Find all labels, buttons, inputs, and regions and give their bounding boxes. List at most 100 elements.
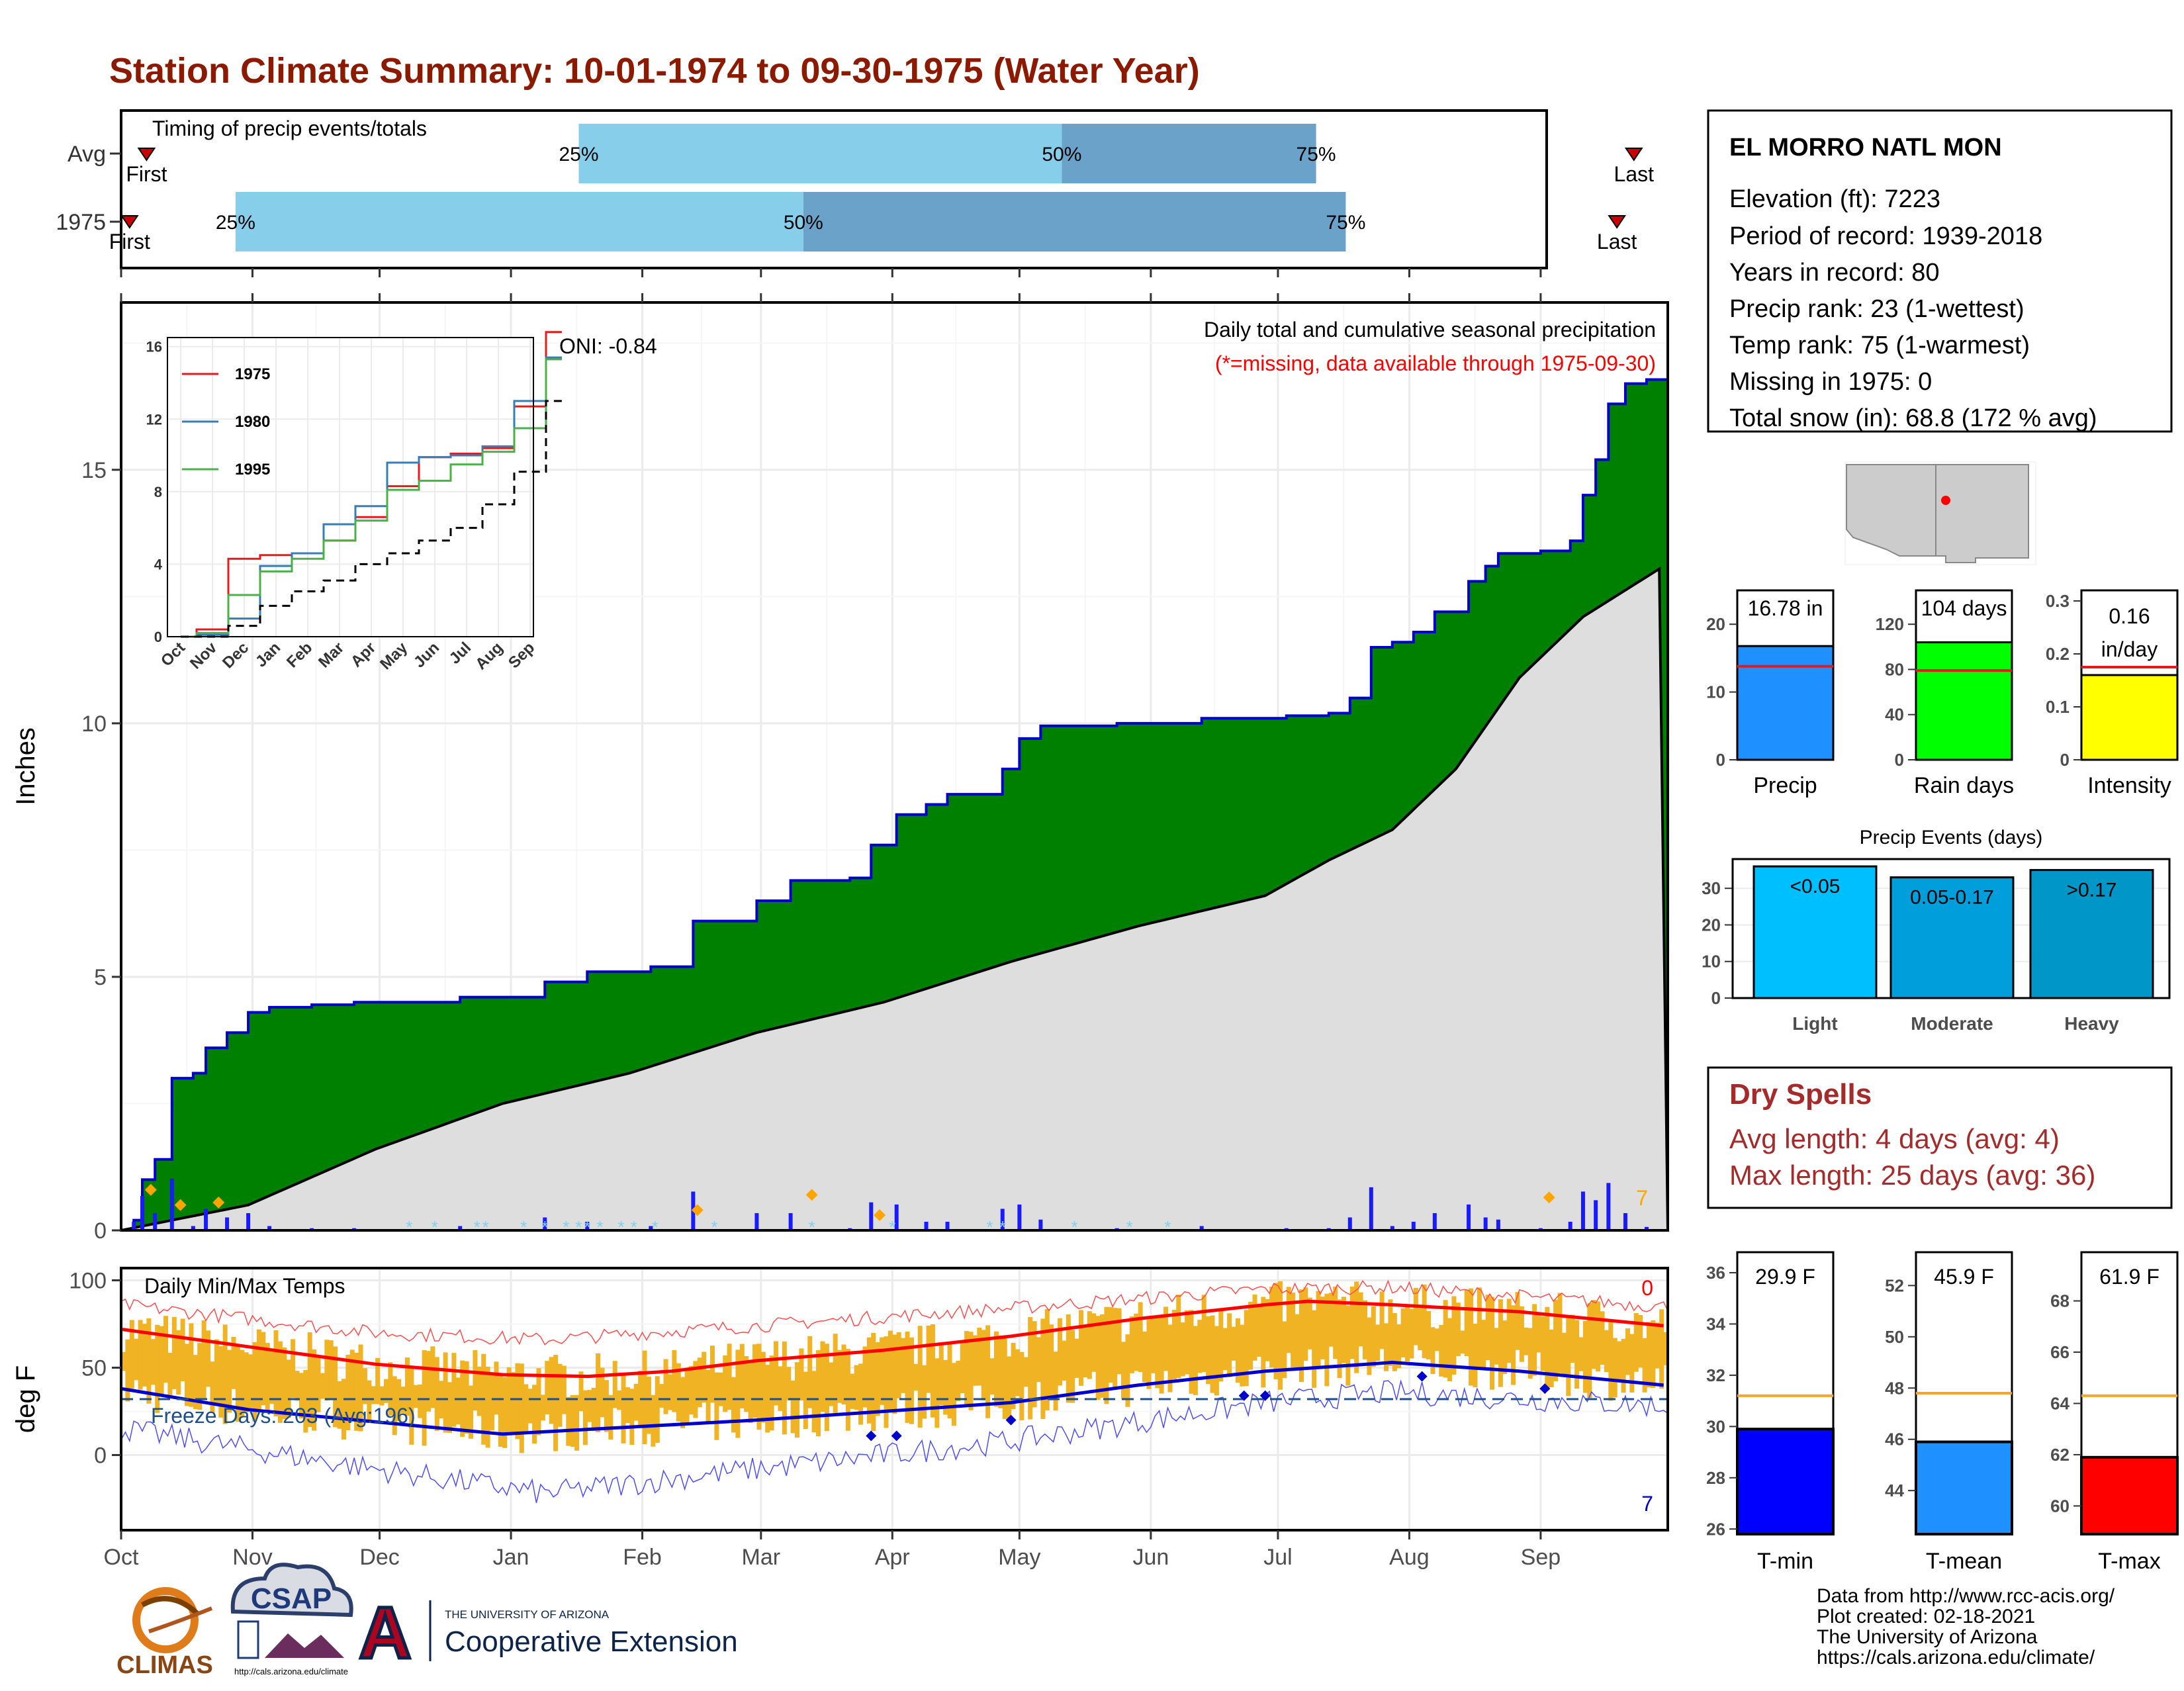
temp-ylabel: deg F <box>11 1365 40 1433</box>
daily-temp-bar <box>909 1337 914 1424</box>
daily-temp-bar <box>1277 1281 1283 1390</box>
daily-temp-bar <box>578 1371 584 1412</box>
daily-temp-bar <box>422 1350 427 1446</box>
daily-temp-bar <box>1396 1324 1402 1369</box>
events-xlabel: Moderate <box>1911 1013 1993 1034</box>
record-min-line <box>120 1379 1668 1503</box>
timing-label-q50: 50% <box>1042 144 1081 165</box>
record-min-marker <box>1005 1414 1017 1426</box>
summary-ytick-label: 0.3 <box>2046 591 2070 611</box>
daily-temp-bar <box>1617 1341 1622 1381</box>
daily-temp-bar <box>1193 1326 1198 1395</box>
timing-heading: Timing of precip events/totals <box>152 116 427 140</box>
daily-temp-bar <box>515 1363 520 1440</box>
daily-temp-bar <box>1481 1320 1486 1368</box>
record-min-marker <box>1238 1390 1250 1401</box>
daily-temp-bar <box>320 1373 325 1399</box>
snow-marker: * <box>406 1217 412 1237</box>
daily-temp-bar <box>371 1386 376 1404</box>
daily-temp-bar <box>880 1337 885 1405</box>
daily-temp-bar <box>298 1373 304 1419</box>
snow-marker: * <box>575 1217 582 1237</box>
precip-summary-charts: 16.78 in 0 10 20 Precip 104 days 0 40 80 120 Rain … <box>1706 589 2179 798</box>
heavy-event-marker <box>212 1196 225 1209</box>
daily-temp-bar <box>731 1377 736 1433</box>
daily-precip-bar <box>754 1212 759 1230</box>
daily-temp-bar <box>1023 1357 1028 1387</box>
daily-precip-bar <box>788 1212 793 1230</box>
inset-line-1975 <box>181 331 562 638</box>
events-bar-range: >0.17 <box>2067 880 2117 901</box>
daily-temp-bar <box>752 1344 758 1418</box>
summary-ytick-label: 20 <box>1706 614 1725 634</box>
daily-temp-bar <box>418 1384 423 1418</box>
temp-summary-xlabel: T-mean <box>1926 1549 2002 1574</box>
temp-summary-xlabel: T-max <box>2098 1549 2160 1574</box>
daily-temp-bar <box>1083 1326 1088 1378</box>
temp-summary-bar-T-max <box>2080 1455 2179 1535</box>
daily-temp-bar <box>557 1363 563 1427</box>
daily-temp-bar <box>1363 1300 1368 1359</box>
daily-temp-bar <box>1185 1310 1190 1375</box>
daily-temp-bar <box>1197 1320 1203 1373</box>
daily-temp-bar <box>494 1361 499 1415</box>
snow-marker: * <box>1164 1217 1171 1237</box>
daily-temp-bar <box>1621 1339 1626 1393</box>
daily-temp-bar <box>735 1349 741 1438</box>
daily-temp-bar <box>587 1390 592 1422</box>
daily-temp-bar <box>1582 1320 1588 1393</box>
inset-average-line <box>181 400 562 638</box>
temp-summary-ytick-label: 62 <box>2050 1445 2070 1465</box>
daily-temp-bar <box>744 1356 749 1412</box>
daily-temp-bar <box>633 1383 639 1421</box>
daily-temp-bar <box>1418 1308 1423 1351</box>
daily-temp-bar <box>676 1363 681 1422</box>
snow-marker: * <box>1071 1217 1078 1237</box>
snow-marker: * <box>617 1217 624 1237</box>
month-label: Jun <box>1132 1545 1169 1570</box>
precip-ytick-label: 15 <box>81 458 107 483</box>
inset-ytick-label: 4 <box>154 556 163 572</box>
events-ytick-label: 0 <box>1711 988 1721 1008</box>
daily-temp-bar <box>291 1339 296 1398</box>
daily-precip-bar <box>191 1226 195 1230</box>
daily-precip-bar <box>1623 1212 1627 1230</box>
daily-precip-bar <box>543 1217 547 1230</box>
daily-temp-bar <box>502 1377 508 1448</box>
timing-bar-q50-q75 <box>1062 124 1316 183</box>
daily-temp-bar <box>1146 1319 1152 1389</box>
temp-lines <box>120 1279 1668 1503</box>
summary-ytick-label: 0.2 <box>2046 644 2070 664</box>
avg-min-line <box>120 1361 1664 1436</box>
timing-bar-q50-q75 <box>803 192 1346 251</box>
daily-temp-bar <box>1400 1308 1406 1357</box>
summary-value-unit: in/day <box>2101 637 2158 661</box>
daily-temp-bar <box>333 1346 338 1428</box>
daily-temp-bar <box>409 1367 414 1445</box>
timing-label-q25: 25% <box>559 144 598 165</box>
daily-temp-bar <box>316 1357 321 1412</box>
snow-marker: * <box>541 1217 548 1237</box>
heavy-event-marker <box>144 1183 157 1196</box>
daily-temp-bar <box>608 1394 614 1440</box>
daily-temp-bar <box>790 1380 796 1434</box>
daily-temp-bar <box>688 1365 694 1415</box>
daily-temp-bar <box>1638 1314 1643 1368</box>
daily-temp-bar <box>824 1344 829 1432</box>
daily-temp-bar <box>951 1363 956 1426</box>
daily-precip-bar <box>1483 1217 1488 1230</box>
snow-marker: * <box>986 1217 993 1237</box>
inset-ytick-label: 0 <box>154 629 162 645</box>
daily-temp-bar <box>917 1326 923 1428</box>
daily-temp-bar <box>617 1390 622 1410</box>
daily-temp-bar <box>875 1342 880 1416</box>
daily-precip-bar <box>458 1226 463 1230</box>
summary-bar-Precip <box>1736 645 1835 761</box>
daily-precip-bar <box>1199 1226 1204 1230</box>
daily-temp-bar <box>1540 1316 1545 1371</box>
month-axis: Oct Nov Dec Jan Feb Mar Apr May Jun Jul Aug Sep <box>104 268 1561 1570</box>
temp-summary-bar-T-mean <box>1915 1440 2013 1535</box>
temp-summary-ytick-label: 30 <box>1706 1416 1725 1436</box>
